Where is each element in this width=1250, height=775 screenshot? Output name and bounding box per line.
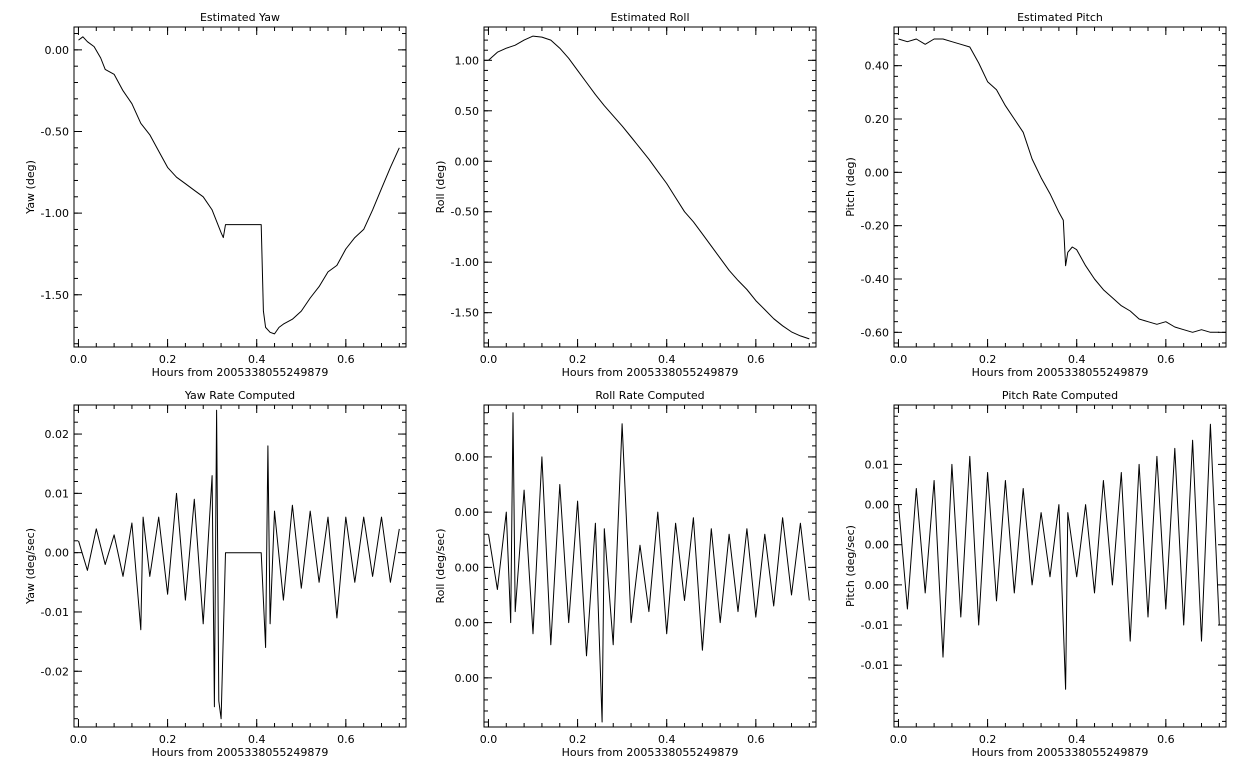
y-tick-label: -0.01 — [861, 619, 889, 632]
x-tick-label: 0.4 — [658, 733, 676, 746]
y-axis-label: Pitch (deg/sec) — [844, 525, 857, 607]
x-tick-label: 0.6 — [1157, 733, 1175, 746]
series-line-yaw-rate — [78, 409, 400, 720]
panel-pitch-rate: Pitch Rate Computed Hours from 2005338055… — [844, 389, 1227, 759]
x-tick-label: 0.0 — [70, 353, 88, 366]
plot-frame — [483, 404, 817, 728]
x-tick-label: 0.4 — [658, 353, 676, 366]
panel-roll: Estimated Roll Hours from 200533805524987… — [434, 11, 817, 379]
y-tick-label: -0.01 — [41, 606, 69, 619]
series-line-pitch-rate — [898, 423, 1220, 690]
y-axis-label: Roll (deg) — [434, 161, 447, 214]
chart-title: Estimated Roll — [610, 11, 689, 24]
series-line-yaw — [78, 36, 400, 335]
x-tick-label: 0.0 — [480, 733, 498, 746]
x-tick-label: 0.2 — [979, 353, 997, 366]
y-tick-label: -1.00 — [451, 256, 479, 269]
plot-frame — [893, 404, 1227, 728]
x-tick-label: 0.2 — [569, 733, 587, 746]
x-tick-label: 0.2 — [979, 733, 997, 746]
x-tick-label: 0.2 — [569, 353, 587, 366]
series-line-roll — [488, 35, 810, 340]
y-tick-label: -0.50 — [451, 206, 479, 219]
y-tick-label: 0.01 — [45, 487, 70, 500]
x-tick-label: 0.4 — [248, 733, 266, 746]
chart-title: Estimated Pitch — [1017, 11, 1103, 24]
x-tick-label: 0.6 — [337, 733, 355, 746]
x-axis-label: Hours from 2005338055249879 — [972, 366, 1149, 379]
x-tick-label: 0.0 — [480, 353, 498, 366]
y-axis-label: Yaw (deg) — [24, 160, 37, 215]
y-tick-label: 0.00 — [455, 561, 480, 574]
x-tick-label: 0.4 — [1068, 733, 1086, 746]
y-tick-label: -1.00 — [41, 207, 69, 220]
plot-frame — [893, 26, 1227, 348]
panel-pitch: Estimated Pitch Hours from 20053380552498… — [844, 11, 1227, 379]
x-tick-label: 0.0 — [70, 733, 88, 746]
y-tick-label: -1.50 — [451, 307, 479, 320]
y-axis-label: Yaw (deg/sec) — [24, 528, 37, 605]
y-tick-label: -0.02 — [41, 665, 69, 678]
plot-frame — [73, 404, 407, 728]
x-tick-label: 0.6 — [1157, 353, 1175, 366]
y-tick-label: 0.40 — [865, 60, 890, 73]
plot-frame — [483, 26, 817, 348]
x-axis-label: Hours from 2005338055249879 — [152, 366, 329, 379]
x-axis-label: Hours from 2005338055249879 — [152, 746, 329, 759]
y-tick-label: 0.00 — [455, 617, 480, 630]
y-tick-label: 0.00 — [865, 579, 890, 592]
y-tick-label: 0.00 — [455, 506, 480, 519]
y-axis-label: Roll (deg/sec) — [434, 528, 447, 603]
plot-frame — [73, 26, 407, 348]
x-tick-label: 0.2 — [159, 733, 177, 746]
y-tick-label: 0.20 — [865, 113, 890, 126]
y-tick-label: 0.00 — [865, 499, 890, 512]
y-tick-label: 0.50 — [455, 105, 480, 118]
y-tick-label: 0.00 — [865, 166, 890, 179]
y-tick-label: -0.50 — [41, 125, 69, 138]
series-line-pitch — [898, 38, 1220, 333]
y-tick-label: 0.00 — [45, 44, 70, 57]
chart-title: Pitch Rate Computed — [1002, 389, 1118, 402]
chart-title: Yaw Rate Computed — [184, 389, 295, 402]
x-tick-label: 0.0 — [890, 733, 908, 746]
x-axis-label: Hours from 2005338055249879 — [972, 746, 1149, 759]
y-tick-label: 0.00 — [455, 672, 480, 685]
x-tick-label: 0.6 — [747, 733, 765, 746]
y-tick-label: -0.01 — [861, 659, 889, 672]
y-axis-label: Pitch (deg) — [844, 157, 857, 217]
y-tick-label: 0.00 — [45, 547, 70, 560]
x-tick-label: 0.4 — [248, 353, 266, 366]
y-tick-label: 1.00 — [455, 54, 480, 67]
x-tick-label: 0.0 — [890, 353, 908, 366]
y-tick-label: -0.40 — [861, 273, 889, 286]
x-axis-label: Hours from 2005338055249879 — [562, 366, 739, 379]
y-tick-label: 0.00 — [455, 155, 480, 168]
x-axis-label: Hours from 2005338055249879 — [562, 746, 739, 759]
x-tick-label: 0.6 — [747, 353, 765, 366]
chart-title: Roll Rate Computed — [595, 389, 704, 402]
y-tick-label: 0.00 — [865, 539, 890, 552]
chart-title: Estimated Yaw — [200, 11, 280, 24]
y-tick-label: 0.01 — [865, 458, 890, 471]
y-tick-label: -0.20 — [861, 220, 889, 233]
panel-roll-rate: Roll Rate Computed Hours from 20053380552… — [434, 389, 817, 759]
y-tick-label: 0.02 — [45, 428, 70, 441]
y-tick-label: -0.60 — [861, 326, 889, 339]
y-tick-label: 0.00 — [455, 451, 480, 464]
panel-yaw: Estimated Yaw Hours from 2005338055249879… — [24, 11, 407, 379]
y-tick-label: -1.50 — [41, 289, 69, 302]
x-tick-label: 0.6 — [337, 353, 355, 366]
panel-yaw-rate: Yaw Rate Computed Hours from 200533805524… — [24, 389, 407, 759]
series-line-roll-rate — [488, 412, 810, 723]
x-tick-label: 0.4 — [1068, 353, 1086, 366]
x-tick-label: 0.2 — [159, 353, 177, 366]
